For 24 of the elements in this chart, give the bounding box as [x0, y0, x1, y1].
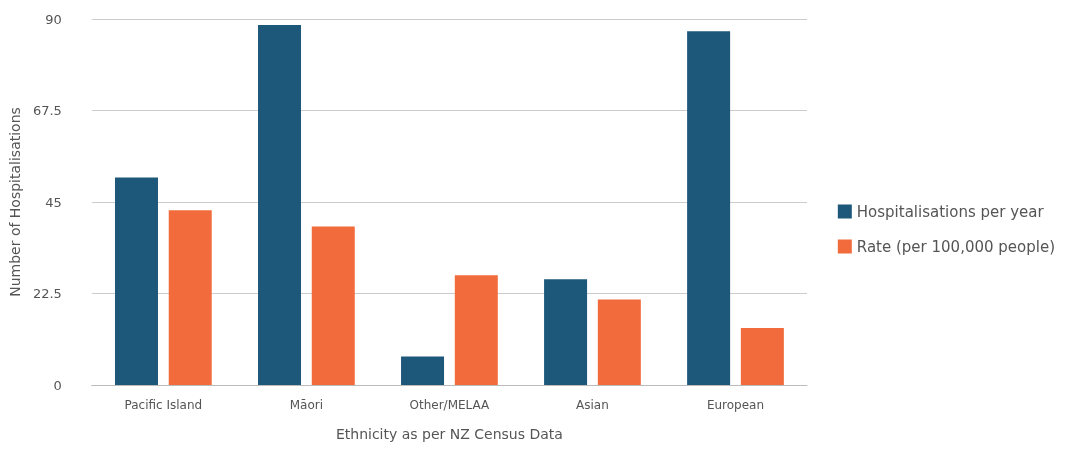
x-tick-label: Māori	[289, 398, 324, 412]
legend-label: Rate (per 100,000 people)	[856, 237, 1056, 256]
y-tick-label: 22.5	[32, 286, 62, 301]
bar	[401, 356, 445, 385]
bar	[687, 31, 731, 385]
legend-label: Hospitalisations per year	[856, 202, 1045, 221]
bar	[740, 328, 784, 385]
bar	[597, 299, 641, 385]
y-tick-label: 0	[53, 377, 62, 393]
bar	[258, 25, 302, 385]
bar	[168, 210, 212, 385]
x-tick-label: Other/MELAA	[409, 398, 491, 412]
bar	[311, 226, 355, 385]
y-tick-label: 67.5	[32, 103, 62, 118]
bar	[544, 279, 588, 385]
x-axis-title: Ethnicity as per NZ Census Data	[335, 426, 563, 442]
y-tick-label: 90	[45, 11, 62, 27]
x-tick-label: Pacific Island	[124, 398, 203, 412]
x-tick-label: European	[706, 398, 765, 412]
y-axis-title: Number of Hospitalisations	[7, 107, 23, 297]
y-tick-label: 45	[45, 194, 62, 210]
bar	[454, 275, 498, 385]
x-tick-label: Asian	[576, 398, 609, 412]
bar	[114, 177, 158, 385]
